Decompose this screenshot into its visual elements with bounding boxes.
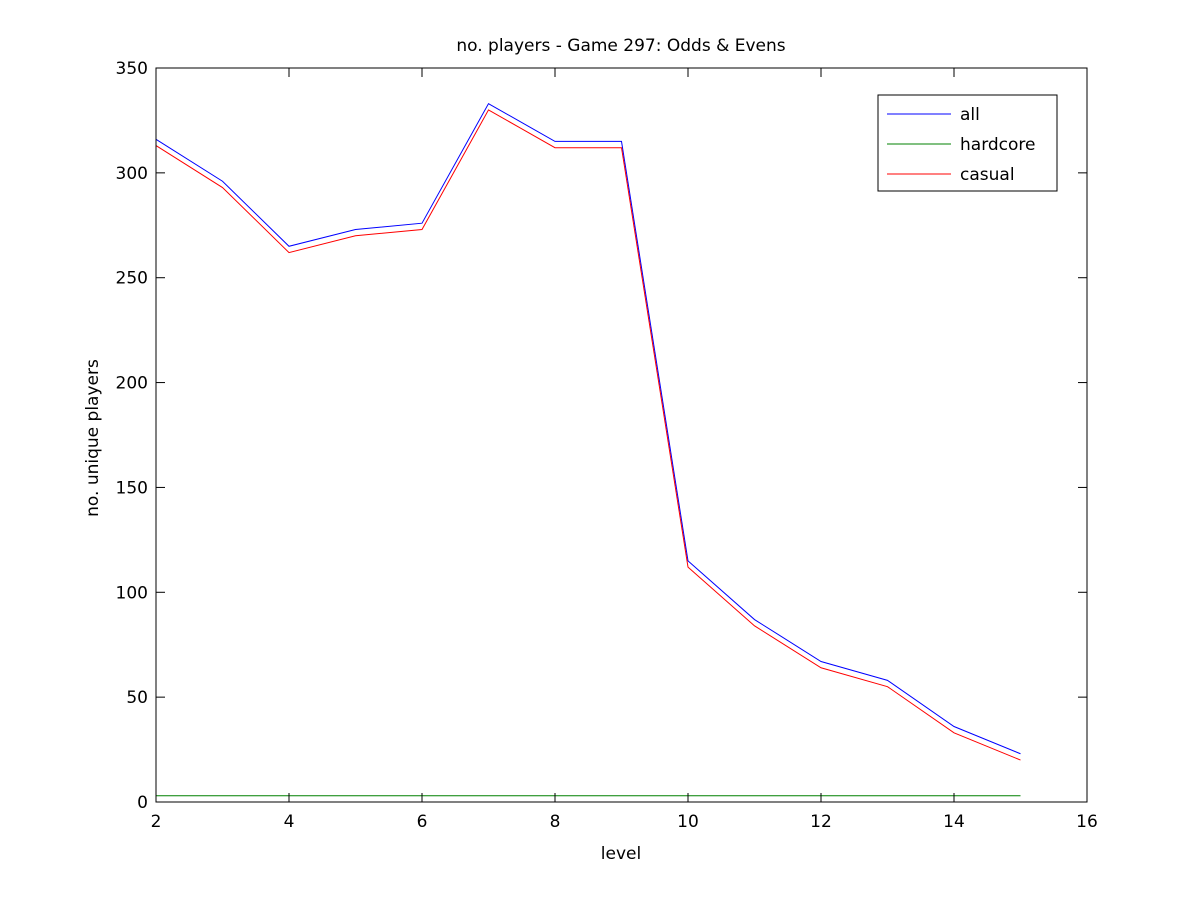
axis-ticks: 2 4 6 8 10 12 14 16 0 50 100 150 200 250 300 350 — [116, 59, 1098, 832]
y-tick-label: 250 — [116, 269, 148, 289]
y-tick-label: 300 — [116, 164, 148, 184]
y-tick-label: 50 — [126, 688, 148, 708]
y-tick-label: 100 — [116, 583, 148, 603]
y-tick-label: 150 — [116, 478, 148, 498]
x-axis-label: level — [601, 844, 641, 864]
series-line-casual — [155, 109, 1021, 761]
x-tick-label: 16 — [1076, 812, 1098, 832]
legend-items: all hardcore casual — [887, 105, 1036, 185]
x-tick-label: 4 — [284, 812, 295, 832]
y-tick-label: 0 — [137, 793, 148, 813]
x-tick-label: 8 — [550, 812, 561, 832]
plot-area — [155, 67, 1088, 803]
x-tick-label: 10 — [677, 812, 699, 832]
y-tick-label: 350 — [116, 59, 148, 79]
chart-title: no. players - Game 297: Odds & Evens — [456, 36, 785, 56]
y-tick-label: 200 — [116, 374, 148, 394]
legend-box — [877, 94, 1058, 192]
legend-label-hardcore: hardcore — [960, 135, 1036, 155]
legend: all hardcore casual — [877, 94, 1058, 192]
legend-label-casual: casual — [960, 165, 1015, 185]
x-tick-label: 6 — [417, 812, 428, 832]
series-layer — [155, 102, 1021, 797]
legend-label-all: all — [960, 105, 980, 125]
x-tick-label: 14 — [943, 812, 965, 832]
x-tick-label: 12 — [810, 812, 832, 832]
x-tick-label: 2 — [151, 812, 162, 832]
y-axis-label: no. unique players — [83, 359, 103, 517]
series-line-all — [155, 102, 1021, 755]
